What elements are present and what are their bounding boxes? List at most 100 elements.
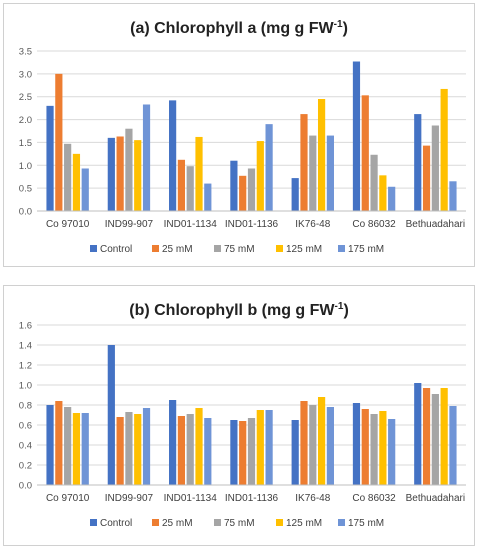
x-tick-label: IND01-1136 [225, 219, 279, 230]
bar [142, 408, 151, 485]
legend-swatch [338, 519, 345, 526]
x-tick-label: Bethuadahari [406, 219, 466, 230]
bar [195, 136, 203, 211]
bar [125, 128, 133, 211]
bar [107, 345, 115, 485]
legend-swatch [90, 245, 97, 252]
y-tick-label: 1.0 [19, 381, 32, 392]
bar [388, 186, 396, 211]
bar [64, 143, 72, 211]
y-tick-label: 0.6 [19, 421, 32, 432]
bar [309, 405, 317, 485]
bar [317, 397, 326, 485]
bar [414, 114, 422, 211]
bar [370, 154, 378, 211]
legend-label: 175 mM [348, 518, 384, 529]
bar [317, 99, 326, 211]
bar [309, 135, 317, 211]
bar [81, 413, 89, 485]
y-tick-label: 2.0 [19, 115, 32, 126]
bar [414, 383, 422, 485]
bar [431, 125, 439, 211]
chart-panel-chlorophyll-a: (a) Chlorophyll a (mg g FW-1) 0.0 0.5 1.0 1… [3, 3, 475, 267]
y-tick-label: 0.4 [19, 441, 32, 452]
bar [326, 407, 334, 485]
bar [247, 418, 256, 485]
bar [326, 135, 334, 211]
bar [46, 105, 54, 211]
x-tick-label: IND01-1136 [225, 493, 279, 504]
bar [64, 407, 72, 485]
bar [379, 411, 387, 485]
x-tick-label: Bethuadahari [406, 493, 466, 504]
x-tick-label: IND01-1134 [164, 493, 218, 504]
legend-swatch [152, 245, 159, 252]
bar [195, 408, 203, 485]
bar [204, 418, 212, 485]
bar [72, 413, 81, 485]
bar [440, 88, 448, 211]
bar [440, 388, 448, 485]
legend-swatch [90, 519, 97, 526]
bar [81, 168, 89, 211]
x-tick-label: IK76-48 [295, 219, 330, 230]
bar [125, 412, 133, 485]
bar [142, 104, 151, 211]
bar [431, 394, 439, 485]
chart-title: (b) Chlorophyll b (mg g FW-1) [129, 301, 349, 319]
bar [247, 168, 256, 211]
chart-panel-chlorophyll-b: (b) Chlorophyll b (mg g FW-1) 0.0 0.2 0.4 0… [3, 285, 475, 546]
bar [239, 175, 247, 211]
bar [230, 160, 238, 211]
bar [256, 141, 264, 211]
bar [422, 388, 431, 485]
y-tick-label: 0.0 [19, 481, 32, 492]
bar [239, 421, 247, 485]
bar [265, 124, 273, 211]
y-tick-label: 0.2 [19, 461, 32, 472]
legend-swatch [152, 519, 159, 526]
bar [186, 166, 194, 211]
y-tick-label: 1.0 [19, 161, 32, 172]
legend-label: Control [100, 518, 132, 529]
legend-label: 75 mM [224, 244, 255, 255]
legend-label: 75 mM [224, 518, 255, 529]
bar [116, 136, 124, 211]
bar [134, 140, 142, 211]
legend-swatch [338, 245, 345, 252]
y-tick-label: 0.8 [19, 401, 32, 412]
x-tick-label: IND99-907 [105, 219, 154, 230]
bar [169, 100, 177, 211]
x-tick-label: Co 97010 [46, 493, 90, 504]
bar [352, 61, 361, 212]
y-tick-label: 1.4 [19, 341, 32, 352]
bar [449, 406, 457, 485]
y-tick-label: 3.0 [19, 69, 32, 80]
bar [422, 145, 431, 211]
legend-swatch [276, 245, 283, 252]
bar [388, 419, 396, 485]
bar [370, 414, 378, 485]
chart-title: (a) Chlorophyll a (mg g FW-1) [130, 19, 348, 37]
legend-label: 25 mM [162, 518, 193, 529]
bar [55, 73, 63, 211]
bar [230, 420, 238, 485]
bar [107, 137, 115, 211]
bar [265, 410, 273, 485]
legend-label: 125 mM [286, 518, 322, 529]
x-tick-label: IND99-907 [105, 493, 154, 504]
x-tick-label: IND01-1134 [164, 219, 218, 230]
bar [72, 153, 81, 211]
bar [134, 414, 142, 485]
y-tick-label: 0.5 [19, 184, 32, 195]
bar [361, 409, 369, 485]
bar [291, 178, 299, 211]
bar [256, 410, 264, 485]
chart-chlorophyll-a: (a) Chlorophyll a (mg g FW-1) 0.0 0.5 1.0 1… [19, 19, 466, 255]
bar [449, 181, 457, 211]
bar [291, 420, 299, 485]
legend-swatch [214, 245, 221, 252]
legend-label: 25 mM [162, 244, 193, 255]
x-tick-label: Co 97010 [46, 219, 90, 230]
bar [361, 95, 369, 211]
